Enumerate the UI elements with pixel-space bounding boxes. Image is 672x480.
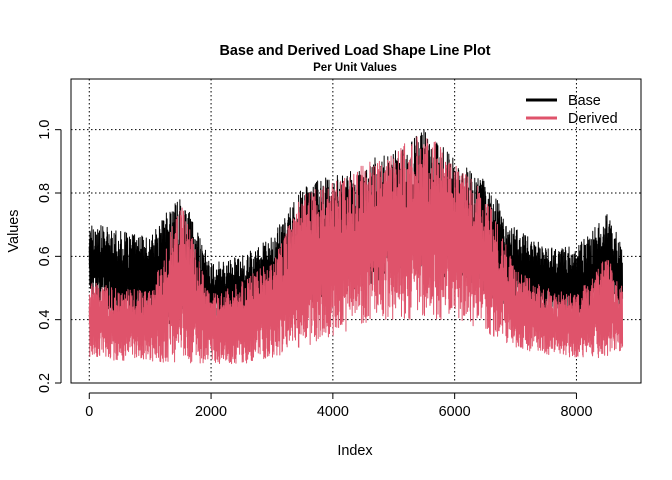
y-axis-label: Values xyxy=(6,210,22,253)
y-tick-label: 0.4 xyxy=(37,310,53,330)
legend: Base Derived xyxy=(526,93,618,127)
series-line-derived xyxy=(88,136,624,365)
series-layer xyxy=(88,129,624,365)
y-tick-label: 0.6 xyxy=(37,246,53,266)
plot-frame xyxy=(70,78,642,384)
x-tick-label: 6000 xyxy=(439,404,471,420)
x-axis-label: Index xyxy=(337,443,373,459)
y-tick-label: 1.0 xyxy=(37,120,53,140)
chart-subtitle: Per Unit Values xyxy=(313,62,397,74)
legend-label-base: Base xyxy=(568,93,601,109)
legend-label-derived: Derived xyxy=(568,111,618,127)
chart-title: Base and Derived Load Shape Line Plot xyxy=(219,43,490,59)
x-tick-label: 8000 xyxy=(560,404,592,420)
y-tick-label: 0.8 xyxy=(37,183,53,203)
x-tick-label: 4000 xyxy=(317,404,349,420)
y-tick-label: 0.2 xyxy=(37,373,53,393)
x-tick-label: 2000 xyxy=(195,404,227,420)
axis-layer: 0 2000 4000 6000 8000 0.2 0.4 0.6 0.8 1.0 xyxy=(37,120,592,420)
x-tick-label: 0 xyxy=(85,404,93,420)
